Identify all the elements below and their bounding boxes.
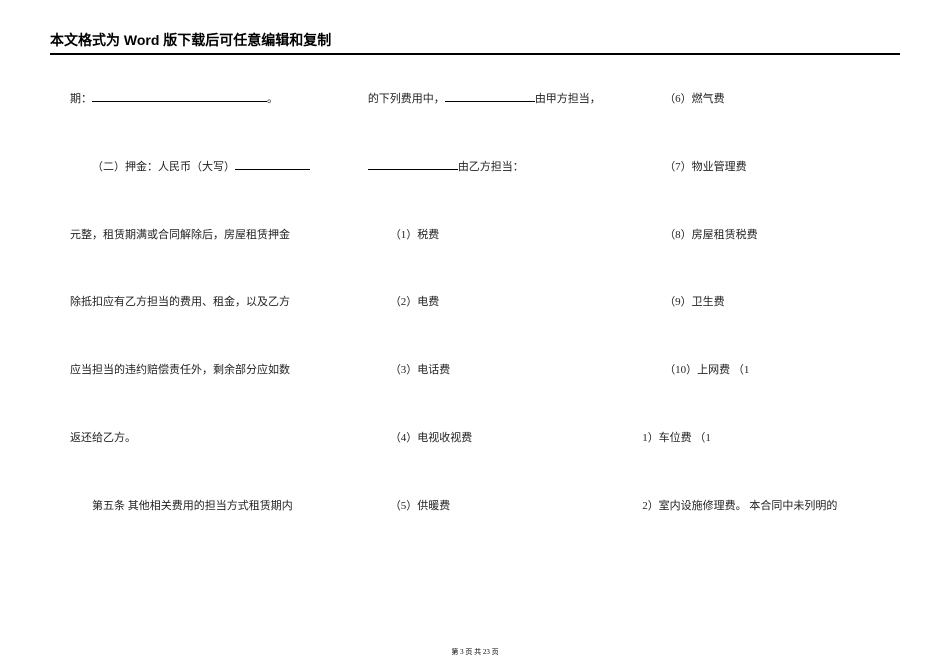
text-block: （8）房屋租赁税费 (642, 226, 900, 246)
text-block: （二）押金：人民币（大写） (70, 158, 328, 178)
text-block: 元整，租赁期满或合同解除后，房屋租赁押金 (70, 226, 328, 246)
text-fragment: 应当担当的违约赔偿责任外，剩余部分应如数 (70, 364, 290, 376)
blank-line (368, 158, 458, 170)
blank-line (445, 90, 535, 102)
text-block: （1）税费 (368, 226, 602, 246)
text-block: （5）供暖费 (368, 497, 602, 517)
text-block: （2）电费 (368, 293, 602, 313)
text-block: 除抵扣应有乙方担当的费用、租金，以及乙方 (70, 293, 328, 313)
text-block: （6）燃气费 (642, 90, 900, 110)
text-fragment: （1）税费 (390, 229, 440, 241)
column-mid: 的下列费用中，由甲方担当， 由乙方担当： （1）税费 （2）电费 （3）电话费 … (368, 90, 602, 565)
footer-prefix: 第 (451, 648, 460, 656)
footer-suffix: 页 (490, 648, 499, 656)
footer-total-pages: 23 (483, 648, 490, 656)
text-fragment: （8）房屋租赁税费 (664, 229, 758, 241)
text-fragment: 元整，租赁期满或合同解除后，房屋租赁押金 (70, 229, 290, 241)
text-fragment: （3）电话费 (390, 364, 451, 376)
text-fragment: （10）上网费 （1 (664, 364, 749, 376)
text-block: 的下列费用中， 由甲方担当， (368, 90, 602, 110)
text-block: （7）物业管理费 (642, 158, 900, 178)
text-fragment: （4）电视收视费 (390, 432, 473, 444)
text-block: 应当担当的违约赔偿责任外，剩余部分应如数 (70, 361, 328, 381)
text-fragment: 。 (267, 93, 278, 105)
text-block: 返还给乙方。 (70, 429, 328, 449)
page-footer: 第 3 页 共 23 页 (0, 647, 950, 657)
text-fragment: （5）供暖费 (390, 500, 451, 512)
text-fragment: 1）车位费 （1 (642, 432, 711, 444)
text-fragment: 2）室内设施修理费。 本合同中未列明的 (642, 500, 837, 512)
header-title: 本文格式为 Word 版下载后可任意编辑和复制 (50, 32, 331, 48)
text-fragment: 第五条 其他相关费用的担当方式租赁期内 (92, 500, 293, 512)
text-block: 2）室内设施修理费。 本合同中未列明的 (642, 497, 900, 517)
text-block: （10）上网费 （1 (642, 361, 900, 381)
text-fragment: 的下列费用中， (368, 93, 445, 105)
text-fragment: （7）物业管理费 (664, 161, 747, 173)
footer-mid: 页 共 (464, 648, 483, 656)
text-fragment: 由甲方担当， (535, 93, 601, 105)
text-block: （4）电视收视费 (368, 429, 602, 449)
column-right: （6）燃气费 （7）物业管理费 （8）房屋租赁税费 （9）卫生费 （10）上网费… (642, 90, 900, 565)
text-block: 由乙方担当： (368, 158, 602, 178)
text-block: （9）卫生费 (642, 293, 900, 313)
text-block: （3）电话费 (368, 361, 602, 381)
text-fragment: 期： (70, 93, 92, 105)
text-fragment: 除抵扣应有乙方担当的费用、租金，以及乙方 (70, 296, 290, 308)
text-fragment: 返还给乙方。 (70, 432, 136, 444)
blank-line (235, 158, 310, 170)
text-fragment: （6）燃气费 (664, 93, 725, 105)
text-fragment: 由乙方担当： (458, 161, 524, 173)
text-block: 1）车位费 （1 (642, 429, 900, 449)
document-header: 本文格式为 Word 版下载后可任意编辑和复制 (50, 30, 900, 55)
text-block: 期： 。 (70, 90, 328, 110)
column-left: 期： 。 （二）押金：人民币（大写） 元整，租赁期满或合同解除后，房屋租赁押金 除… (70, 90, 328, 565)
text-fragment: （9）卫生费 (664, 296, 725, 308)
text-fragment: （2）电费 (390, 296, 440, 308)
document-content: 期： 。 （二）押金：人民币（大写） 元整，租赁期满或合同解除后，房屋租赁押金 除… (50, 90, 900, 565)
text-block: 第五条 其他相关费用的担当方式租赁期内 (70, 497, 328, 517)
blank-line (92, 90, 267, 102)
text-fragment: （二）押金：人民币（大写） (92, 161, 235, 173)
